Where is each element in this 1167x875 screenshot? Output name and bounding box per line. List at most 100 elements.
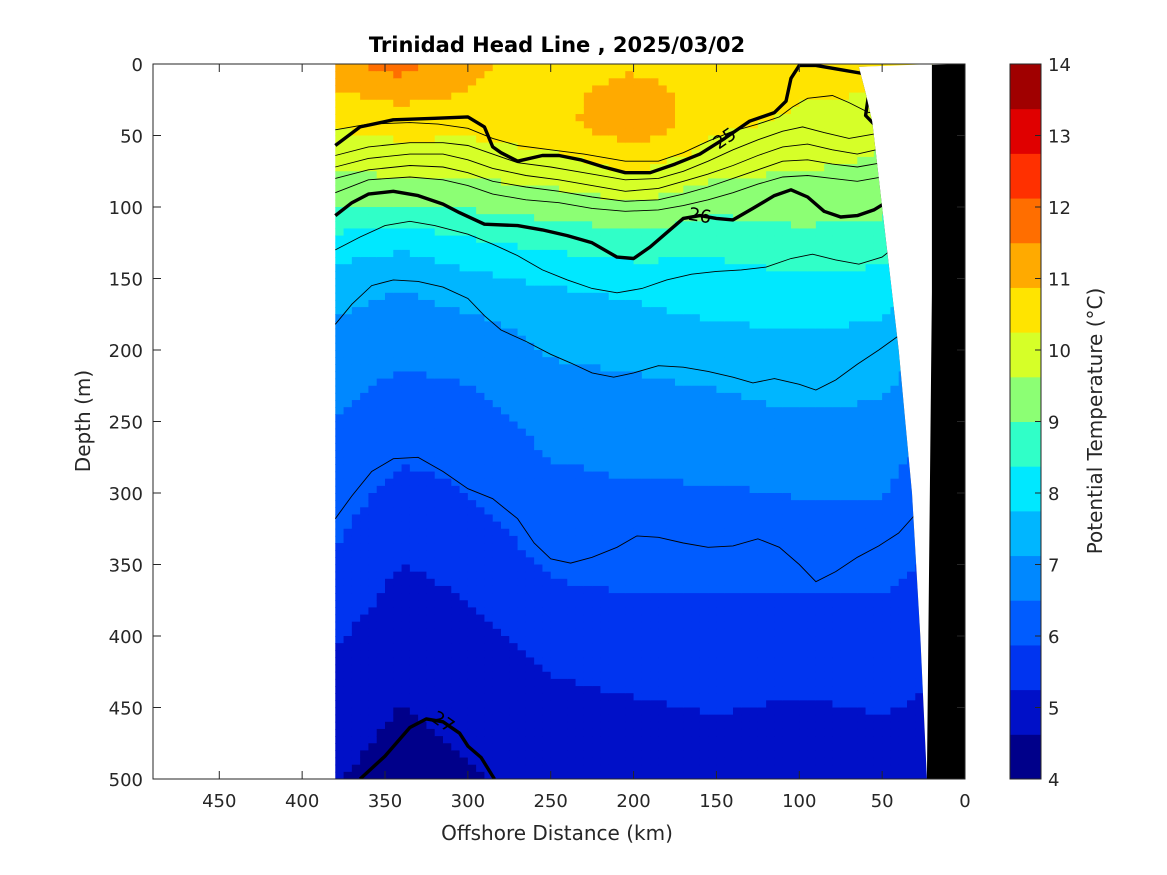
field-cell	[733, 686, 742, 694]
field-cell	[542, 121, 552, 129]
field-cell	[567, 414, 577, 423]
field-cell	[343, 743, 353, 751]
field-cell	[567, 357, 577, 365]
field-cell	[401, 392, 411, 401]
field-cell	[409, 314, 419, 322]
field-cell	[401, 514, 411, 523]
field-cell	[608, 156, 618, 165]
field-cell	[534, 771, 544, 779]
field-cell	[443, 535, 452, 544]
field-cell	[675, 442, 684, 451]
field-cell	[691, 228, 701, 237]
field-cell	[368, 435, 378, 444]
field-cell	[733, 92, 742, 101]
field-cell	[550, 471, 560, 480]
field-cell	[600, 600, 610, 608]
field-cell	[633, 557, 643, 566]
field-cell	[550, 128, 560, 137]
field-cell	[567, 207, 577, 215]
field-cell	[525, 350, 535, 358]
field-cell	[351, 600, 361, 608]
field-cell	[426, 707, 436, 716]
field-cell	[401, 442, 411, 451]
field-cell	[509, 178, 519, 187]
field-cell	[592, 643, 602, 651]
field-cell	[335, 364, 345, 373]
field-cell	[542, 385, 552, 394]
field-cell	[368, 736, 378, 744]
field-cell	[476, 221, 486, 230]
field-cell	[484, 335, 494, 344]
field-cell	[517, 543, 527, 551]
field-cell	[376, 128, 386, 137]
field-cell	[600, 314, 610, 322]
field-cell	[426, 142, 436, 151]
field-cell	[683, 628, 693, 637]
field-cell	[691, 221, 701, 230]
field-cell	[575, 521, 585, 530]
field-cell	[509, 621, 519, 630]
field-cell	[418, 650, 428, 659]
field-cell	[741, 214, 751, 222]
field-cell	[691, 164, 701, 172]
field-cell	[385, 614, 394, 623]
field-cell	[625, 428, 635, 437]
field-cell	[509, 78, 519, 87]
field-cell	[467, 128, 477, 137]
field-cell	[517, 714, 527, 723]
field-cell	[575, 421, 585, 430]
field-cell	[608, 628, 618, 637]
field-cell	[335, 714, 345, 723]
field-cell	[650, 71, 660, 79]
field-cell	[559, 471, 568, 480]
field-cell	[401, 671, 411, 680]
field-cell	[434, 535, 444, 544]
field-cell	[459, 400, 469, 408]
field-cell	[633, 721, 643, 730]
field-cell	[368, 543, 378, 551]
field-cell	[451, 214, 461, 222]
field-cell	[351, 757, 361, 766]
field-cell	[409, 643, 419, 651]
field-cell	[484, 149, 494, 158]
field-cell	[401, 85, 411, 94]
field-cell	[716, 743, 726, 751]
field-cell	[650, 292, 660, 301]
field-cell	[467, 285, 477, 294]
field-cell	[683, 149, 693, 158]
field-cell	[592, 564, 602, 573]
field-cell	[741, 643, 751, 651]
field-cell	[385, 371, 394, 380]
field-cell	[559, 78, 568, 87]
field-cell	[376, 442, 386, 451]
field-cell	[691, 557, 701, 566]
field-cell	[583, 628, 593, 637]
field-cell	[509, 678, 519, 687]
field-cell	[683, 400, 693, 408]
field-cell	[592, 249, 602, 258]
field-cell	[360, 242, 370, 251]
field-cell	[467, 678, 477, 687]
field-cell	[492, 614, 502, 623]
field-cell	[376, 564, 386, 573]
field-cell	[617, 621, 626, 630]
field-cell	[467, 550, 477, 558]
field-cell	[733, 593, 742, 601]
field-cell	[418, 335, 428, 344]
field-cell	[385, 671, 394, 680]
field-cell	[575, 757, 585, 766]
field-cell	[418, 636, 428, 644]
field-cell	[426, 464, 436, 473]
field-cell	[418, 478, 428, 487]
field-cell	[517, 571, 527, 580]
field-cell	[542, 686, 552, 694]
field-cell	[741, 585, 751, 594]
field-cell	[351, 528, 361, 537]
field-cell	[625, 121, 635, 129]
field-cell	[559, 257, 568, 265]
field-cell	[534, 643, 544, 651]
field-cell	[368, 385, 378, 394]
field-cell	[600, 721, 610, 730]
field-cell	[401, 385, 411, 394]
field-cell	[467, 342, 477, 351]
